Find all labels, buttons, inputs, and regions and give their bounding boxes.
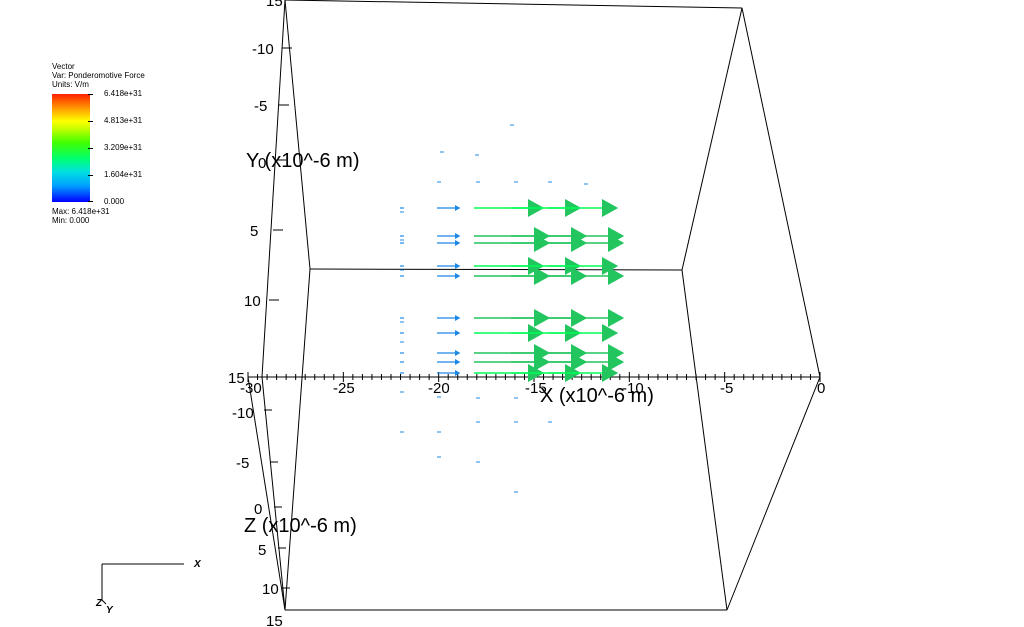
x-tick-label: -15 xyxy=(525,380,547,397)
colorbar-tick xyxy=(88,175,93,176)
y-tick-label: 10 xyxy=(244,293,261,310)
vector-arrowhead xyxy=(608,353,625,371)
triad-z-label: Z xyxy=(95,598,103,609)
vector-arrowhead xyxy=(602,364,619,382)
vector-arrowhead xyxy=(455,315,461,321)
y-tick-label: 0 xyxy=(258,155,266,172)
colorbar-tick xyxy=(88,94,93,95)
vector-arrowhead xyxy=(455,359,461,365)
vector-arrowhead xyxy=(455,205,461,211)
vector-arrowhead xyxy=(455,263,461,269)
x-tick-label: -5 xyxy=(720,380,733,397)
z-tick-label: 15 xyxy=(266,613,283,627)
z-tick-label: -10 xyxy=(232,405,254,422)
colorbar-tick xyxy=(88,201,93,202)
legend-tick-label: 0.000 xyxy=(104,197,125,206)
y-axis-title: Y (x10^-6 m) xyxy=(246,150,360,172)
x-tick-label: -20 xyxy=(428,380,450,397)
y-axis xyxy=(261,0,292,378)
legend-max: Max: 6.418e+31 xyxy=(52,207,110,216)
vector-arrowhead xyxy=(608,234,625,252)
vector-arrowhead xyxy=(602,324,619,342)
y-tick-label: -5 xyxy=(254,98,267,115)
legend-variable: Var: Ponderomotive Force xyxy=(52,71,145,80)
z-tick-label: -5 xyxy=(236,455,249,472)
colorbar-tick xyxy=(88,148,93,149)
x-axis-title: X (x10^-6 m) xyxy=(540,385,654,407)
y-tick-label: -10 xyxy=(252,41,274,58)
triad-x-label: X xyxy=(193,559,202,570)
vector-arrowhead xyxy=(602,199,619,217)
vector-arrowhead xyxy=(608,267,625,285)
vector-arrowhead xyxy=(455,233,461,239)
x-tick-label: 0 xyxy=(817,380,825,397)
legend-min: Min: 0.000 xyxy=(52,216,90,225)
x-tick-label: -25 xyxy=(333,380,355,397)
vector-arrowhead xyxy=(455,370,461,376)
colorbar-tick xyxy=(88,121,93,122)
x-tick-label: -30 xyxy=(240,380,262,397)
color-bar xyxy=(52,94,90,202)
vector-arrowhead xyxy=(602,257,619,275)
legend-plot-type: Vector xyxy=(52,62,75,71)
vector-arrowhead xyxy=(608,309,625,327)
legend-tick-label: 1.604e+31 xyxy=(104,170,143,179)
z-tick-label: 10 xyxy=(262,581,279,598)
vector-arrowhead xyxy=(455,330,461,336)
y-tick-label: 5 xyxy=(250,223,258,240)
vector-arrowhead xyxy=(455,240,461,246)
vector-field xyxy=(400,124,625,493)
y-tick-label: 15 xyxy=(228,370,245,387)
legend-tick-label: 3.209e+31 xyxy=(104,143,143,152)
z-tick-label: 0 xyxy=(254,501,262,518)
vector-arrowhead xyxy=(455,273,461,279)
z-axis-title: Z (x10^-6 m) xyxy=(244,515,357,537)
x-tick-label: -10 xyxy=(622,380,644,397)
triad-y-label: Y xyxy=(106,605,114,616)
z-axis xyxy=(261,376,290,611)
legend-tick-label: 4.813e+31 xyxy=(104,116,143,125)
z-tick-label: 5 xyxy=(258,542,266,559)
legend-tick-label: 6.418e+31 xyxy=(104,89,143,98)
x-axis xyxy=(247,372,821,382)
legend-units: Units: V/m xyxy=(52,80,89,89)
vector-arrowhead xyxy=(455,350,461,356)
axis-triad: X Z Y xyxy=(95,559,202,616)
y-tick-label: 15 xyxy=(266,0,283,10)
